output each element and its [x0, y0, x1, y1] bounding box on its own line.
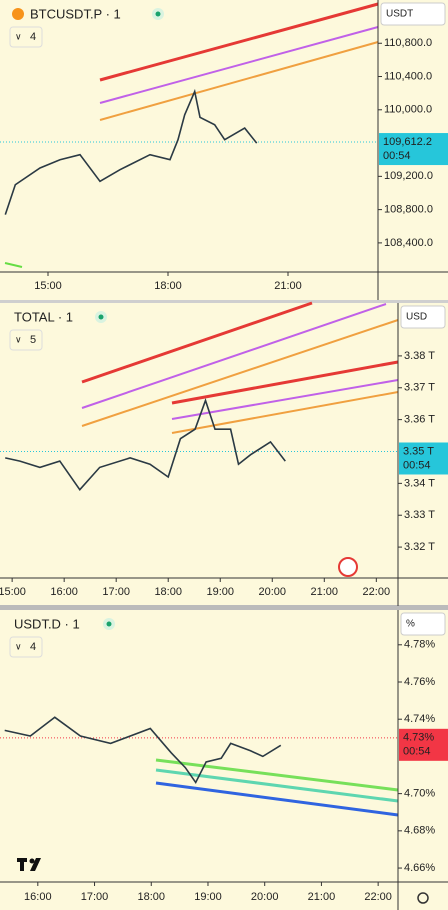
y-tick-label: 3.34 T	[404, 477, 435, 489]
x-tick-label: 16:00	[50, 586, 78, 598]
x-tick-label: 16:00	[24, 891, 52, 903]
flag-icon[interactable]	[338, 557, 358, 577]
x-tick-label: 18:00	[137, 891, 165, 903]
visibility-dot	[98, 314, 104, 320]
interval: 4	[30, 31, 36, 43]
x-tick-label: 22:00	[364, 891, 392, 903]
trend-line	[81, 301, 313, 384]
price-label	[379, 133, 448, 166]
unit-box[interactable]	[400, 612, 446, 636]
logo-part	[30, 858, 41, 871]
separator	[0, 605, 448, 610]
coin-icon	[12, 8, 24, 20]
y-tick-label: 3.32 T	[404, 541, 435, 553]
x-tick-label: 20:00	[259, 586, 287, 598]
y-tick-label: 109,200.0	[384, 170, 433, 182]
x-tick-label: 19:00	[194, 891, 222, 903]
symbol-title: TOTAL · 1	[14, 309, 73, 324]
y-tick-label: 3.37 T	[404, 382, 435, 394]
interval-box[interactable]	[9, 636, 43, 658]
interval-box[interactable]	[9, 26, 43, 48]
price-line	[5, 398, 286, 491]
y-tick-label: 3.36 T	[404, 414, 435, 426]
x-tick-label: 17:00	[102, 586, 130, 598]
countdown: 00:54	[383, 150, 411, 162]
x-tick-label: 19:00	[206, 586, 234, 598]
trend-line	[155, 758, 399, 792]
y-tick-label: 4.70%	[404, 788, 435, 800]
interval: 5	[30, 334, 36, 346]
countdown: 00:54	[403, 746, 431, 758]
x-tick-label: 21:00	[311, 586, 339, 598]
x-tick-label: 15:00	[34, 280, 62, 292]
price-label-text: 3.35 T	[403, 445, 434, 457]
x-tick-label: 22:00	[363, 586, 391, 598]
x-tick-label: 18:00	[154, 586, 182, 598]
y-tick-label: 110,000.0	[384, 104, 432, 116]
interval-caret: ∨	[15, 334, 22, 344]
trend-line	[99, 2, 379, 82]
trend-line	[171, 360, 399, 405]
x-tick-label: 15:00	[0, 586, 26, 598]
trend-line	[4, 262, 23, 268]
y-tick-label: 4.74%	[404, 713, 435, 725]
tv-logo	[17, 858, 41, 871]
interval-box[interactable]	[9, 329, 43, 351]
price-label	[399, 728, 448, 761]
y-tick-label: 4.76%	[404, 676, 435, 688]
interval-caret: ∨	[15, 641, 22, 651]
y-tick-label: 108,800.0	[384, 204, 433, 216]
x-tick-label: 21:00	[308, 891, 336, 903]
y-tick-label: 4.68%	[404, 825, 435, 837]
price-label-text: 4.73%	[403, 732, 434, 744]
unit-box[interactable]	[400, 305, 446, 329]
logo-part	[20, 858, 24, 871]
trend-line	[155, 781, 399, 817]
logo-part	[29, 858, 35, 864]
x-tick-label: 18:00	[154, 280, 182, 292]
x-tick-label: 17:00	[81, 891, 109, 903]
price-label-text: 109,612.2	[383, 136, 432, 148]
symbol-title: BTCUSDT.P · 1	[30, 6, 121, 21]
interval: 4	[30, 641, 36, 653]
y-tick-label: 3.33 T	[404, 509, 435, 521]
unit: USD	[406, 312, 427, 323]
y-tick-label: 4.78%	[404, 639, 435, 651]
y-tick-label: 110,800.0	[384, 37, 432, 49]
unit-box[interactable]	[380, 2, 446, 26]
price-line	[4, 88, 258, 215]
trend-line	[81, 319, 399, 427]
settings-icon[interactable]	[417, 892, 429, 904]
y-tick-label: 3.38 T	[404, 350, 435, 362]
unit: %	[406, 619, 415, 630]
separator	[0, 300, 448, 303]
visibility-dot	[155, 11, 161, 17]
trend-line	[81, 303, 387, 409]
trend-line	[171, 391, 399, 434]
price-line	[4, 716, 282, 785]
x-tick-label: 20:00	[251, 891, 279, 903]
symbol-title: USDT.D · 1	[14, 616, 80, 631]
y-tick-label: 108,400.0	[384, 237, 433, 249]
visibility-dot	[106, 621, 112, 627]
interval-caret: ∨	[15, 31, 22, 41]
trend-line	[99, 41, 379, 121]
y-tick-label: 110,400.0	[384, 70, 432, 82]
x-tick-label: 21:00	[274, 280, 302, 292]
trend-line	[155, 768, 399, 803]
countdown: 00:54	[403, 459, 431, 471]
y-tick-label: 4.66%	[404, 862, 435, 874]
unit: USDT	[386, 9, 413, 20]
price-label	[399, 442, 448, 475]
trend-line	[99, 26, 379, 104]
